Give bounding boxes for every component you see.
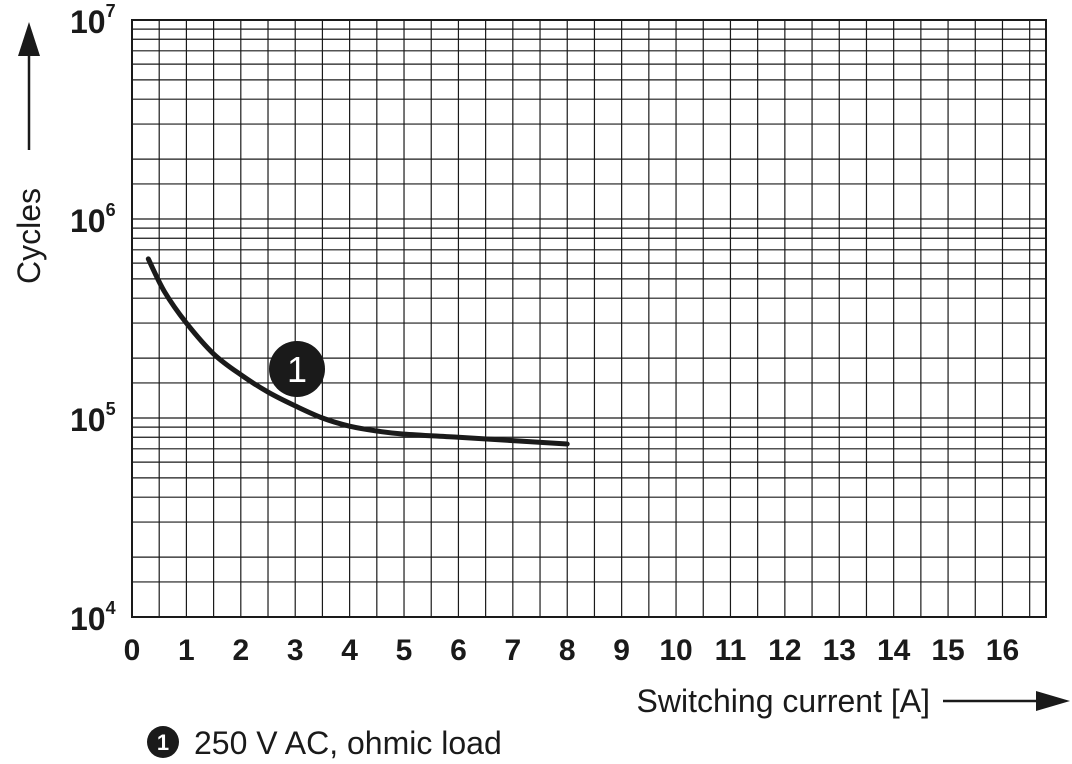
x-tick-label: 15 [931,634,964,667]
x-tick-label: 14 [877,634,911,667]
x-tick-label: 4 [341,634,358,667]
curve-marker-label: 1 [287,349,307,390]
y-axis-label-group: Cycles [11,22,47,284]
x-axis-label-group: Switching current [A] [637,683,1070,719]
curve-marker-circle [269,341,325,397]
legend-marker-circle [147,726,179,758]
y-tick-label: 106 [70,200,116,239]
series-group [145,256,570,447]
y-tick-label: 105 [70,399,116,438]
plot-border [131,19,1047,618]
x-tick-label: 7 [504,634,521,667]
y-tick-label: 107 [70,1,116,40]
y-axis-arrow-head [18,22,40,56]
x-axis-arrow-head [1036,691,1070,711]
x-tick-label: 3 [287,634,304,667]
plot-frame [131,19,1047,618]
legend-marker-label: 1 [157,730,169,755]
x-tick-label: 2 [232,634,249,667]
x-tick-label: 9 [613,634,630,667]
x-tick-label: 13 [823,634,856,667]
grid [132,20,1046,618]
y-tick-label: 104 [70,598,116,637]
x-tick-label: 5 [396,634,413,667]
curve-marker: 1 [269,341,325,397]
x-tick-label: 0 [124,634,141,667]
x-tick-label: 6 [450,634,467,667]
y-tick-labels: 104 105 106 107 [70,1,116,637]
x-tick-label: 10 [659,634,692,667]
x-tick-labels: 0 1 2 3 4 5 6 7 8 9 10 11 12 13 14 15 16 [124,634,1020,667]
y-axis-label: Cycles [11,188,47,284]
x-tick-label: 12 [768,634,801,667]
x-tick-label: 11 [715,634,747,667]
series-line [145,256,570,447]
x-tick-label: 16 [986,634,1019,667]
x-tick-label: 1 [178,634,195,667]
legend: 1 250 V AC, ohmic load [147,725,502,761]
legend-entry: 250 V AC, ohmic load [194,725,502,761]
x-tick-label: 8 [559,634,576,667]
x-axis-label: Switching current [A] [637,683,930,719]
